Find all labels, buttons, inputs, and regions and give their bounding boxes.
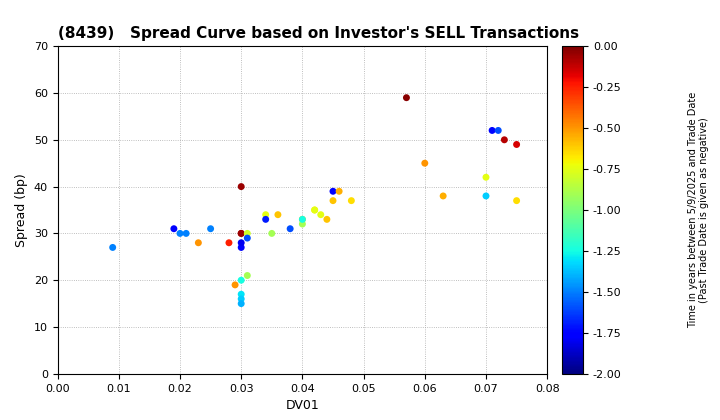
Text: Time in years between 5/9/2025 and Trade Date
(Past Trade Date is given as negat: Time in years between 5/9/2025 and Trade… <box>688 92 709 328</box>
Point <box>242 230 253 237</box>
Point <box>107 244 119 251</box>
Point <box>260 216 271 223</box>
Point <box>492 127 504 134</box>
Point <box>438 193 449 199</box>
Point <box>235 291 247 298</box>
Y-axis label: Spread (bp): Spread (bp) <box>15 173 28 247</box>
Point <box>327 188 339 194</box>
Point <box>180 230 192 237</box>
Point <box>401 94 413 101</box>
Point <box>235 300 247 307</box>
Point <box>235 244 247 251</box>
Point <box>242 272 253 279</box>
Point <box>235 230 247 237</box>
Point <box>235 277 247 284</box>
Point <box>223 239 235 246</box>
Point <box>235 183 247 190</box>
Point <box>346 197 357 204</box>
Point <box>204 226 216 232</box>
Point <box>235 230 247 237</box>
Point <box>487 127 498 134</box>
X-axis label: DV01: DV01 <box>286 399 319 412</box>
Point <box>419 160 431 167</box>
Point <box>297 216 308 223</box>
Point <box>511 141 523 148</box>
Point <box>498 136 510 143</box>
Point <box>168 226 180 232</box>
Point <box>315 211 327 218</box>
Point <box>235 239 247 246</box>
Point <box>192 239 204 246</box>
Point <box>321 216 333 223</box>
Point <box>297 216 308 223</box>
Point <box>174 230 186 237</box>
Point <box>480 193 492 199</box>
Point <box>480 174 492 181</box>
Point <box>309 207 320 213</box>
Point <box>242 235 253 242</box>
Text: (8439)   Spread Curve based on Investor's SELL Transactions: (8439) Spread Curve based on Investor's … <box>58 26 579 41</box>
Point <box>327 197 339 204</box>
Point <box>511 197 523 204</box>
Point <box>297 220 308 227</box>
Point <box>333 188 345 194</box>
Point <box>266 230 278 237</box>
Point <box>260 211 271 218</box>
Point <box>309 207 320 213</box>
Point <box>272 211 284 218</box>
Point <box>284 226 296 232</box>
Point <box>229 281 240 288</box>
Point <box>235 296 247 302</box>
